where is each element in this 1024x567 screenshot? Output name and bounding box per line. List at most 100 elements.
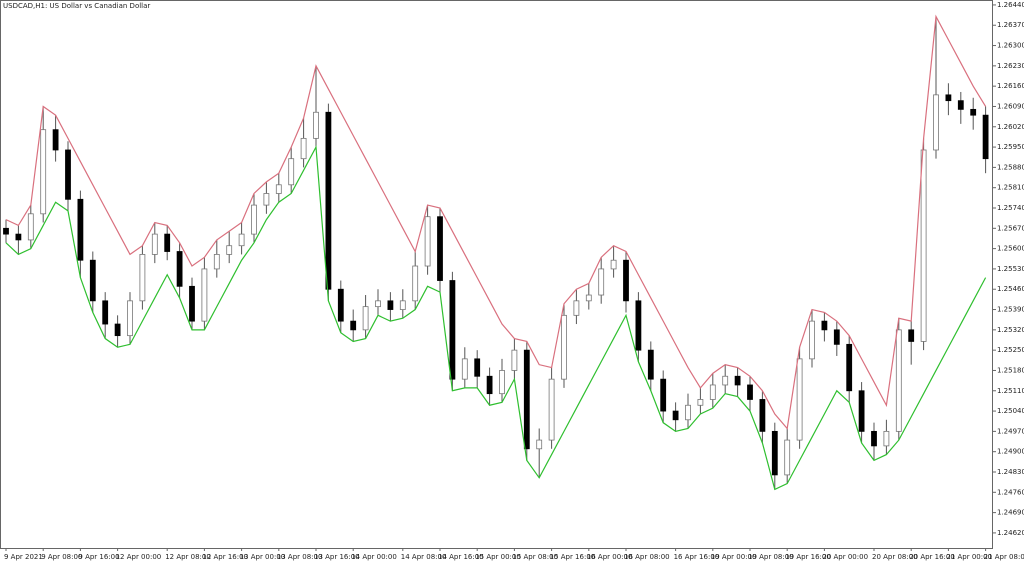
y-tick-label: 1.24760 (997, 488, 1024, 496)
x-tick-label: 19 Apr 00:00 (711, 553, 757, 561)
y-tick-label: 1.25950 (997, 143, 1024, 151)
indicator-line (5, 14, 987, 430)
candle-body (176, 251, 183, 287)
candle-body (263, 193, 270, 206)
x-tick-label: 16 Apr 00:00 (587, 553, 633, 561)
candle-body (623, 259, 629, 302)
y-tick-label: 1.26300 (997, 42, 1024, 50)
candle-body (561, 314, 567, 380)
x-tick-label: 13 Apr 16:00 (314, 553, 360, 561)
y-tick-label: 1.25460 (997, 285, 1024, 293)
candle-body (573, 300, 580, 316)
y-tick-label: 1.26090 (997, 102, 1024, 110)
x-tick-label: 12 Apr 08:00 (165, 553, 211, 561)
candle-body (747, 384, 753, 400)
x-tick-label: 12 Apr 00:00 (116, 553, 162, 561)
y-tick-label: 1.25600 (997, 245, 1024, 253)
candle-body (102, 300, 109, 325)
candle-body (957, 100, 964, 110)
x-tick-label: 9 Apr 2021 (4, 553, 43, 561)
y-tick-label: 1.24620 (997, 529, 1024, 537)
y-tick-label: 1.25180 (997, 366, 1024, 374)
candle-body (127, 300, 133, 337)
candle-body (362, 306, 369, 331)
y-tick-label: 1.25040 (997, 407, 1024, 415)
candle-body (474, 358, 481, 377)
candle-body (226, 245, 233, 255)
candle-body (895, 329, 902, 432)
candle-body (251, 204, 257, 235)
candle-body (536, 439, 543, 450)
x-tick-label: 19 Apr 08:00 (748, 553, 794, 561)
candle-body (933, 94, 939, 151)
candle-body (796, 358, 803, 441)
x-tick-label: 13 Apr 00:00 (240, 553, 286, 561)
candle-body (598, 268, 605, 296)
candle-body (709, 384, 716, 400)
candle-body (784, 439, 791, 476)
candle-body (238, 233, 245, 247)
y-tick-label: 1.26020 (997, 123, 1024, 131)
chart-title: USDCAD,H1: US Dollar vs Canadian Dollar (3, 2, 150, 10)
y-tick-label: 1.26160 (997, 82, 1024, 90)
candle-body (970, 108, 977, 116)
candle-body (461, 358, 468, 380)
x-tick-label: 20 Apr 16:00 (909, 553, 955, 561)
candle-body (486, 375, 493, 395)
candle-body (139, 254, 146, 302)
candle-body (647, 349, 654, 380)
candle-body (871, 430, 877, 447)
candle-body (3, 227, 9, 235)
x-tick-label: 15 Apr 16:00 (550, 553, 596, 561)
candle-body (821, 320, 828, 331)
candle-body (313, 111, 319, 139)
candle-body (201, 268, 208, 322)
candle-body (399, 300, 406, 310)
x-tick-label: 15 Apr 00:00 (475, 553, 521, 561)
x-tick-label: 20 Apr 08:00 (872, 553, 918, 561)
y-tick-label: 1.25880 (997, 163, 1024, 171)
x-tick-label: 9 Apr 16:00 (78, 553, 119, 561)
candle-body (77, 198, 84, 261)
x-tick-label: 12 Apr 16:00 (202, 553, 248, 561)
candle-body (40, 129, 47, 215)
y-tick-label: 1.24900 (997, 448, 1024, 456)
x-tick-label: 14 Apr 16:00 (438, 553, 484, 561)
x-tick-label: 21 Apr 08:00 (984, 553, 1024, 561)
candle-body (52, 129, 59, 151)
candle-body (114, 323, 121, 337)
candle-body (275, 184, 282, 194)
candle-body (375, 300, 381, 308)
candle-body (350, 320, 357, 331)
y-tick-label: 1.25740 (997, 204, 1024, 212)
indicator-line (5, 144, 987, 491)
candle-body (685, 404, 691, 421)
candle-body (213, 254, 220, 270)
candle-body (387, 300, 394, 310)
x-tick-label: 21 Apr 00:00 (946, 553, 992, 561)
y-tick-label: 1.26440 (997, 1, 1024, 9)
candle-body (697, 399, 704, 406)
candle-body (759, 399, 766, 432)
candle-body (908, 329, 915, 342)
y-tick-label: 1.24690 (997, 509, 1024, 517)
candle-body (15, 233, 22, 241)
candle-body (499, 370, 505, 395)
candle-body (734, 375, 741, 386)
x-tick-label: 16 Apr 08:00 (624, 553, 670, 561)
y-tick-label: 1.25670 (997, 224, 1024, 232)
candle-body (288, 158, 295, 186)
candle-body (300, 137, 307, 160)
candle-body (424, 216, 431, 267)
x-tick-label: 19 Apr 16:00 (785, 553, 831, 561)
candle-body (511, 349, 518, 371)
candle-body (945, 94, 952, 102)
candle-body (635, 300, 642, 351)
y-tick-label: 1.24970 (997, 427, 1024, 435)
candle-body (809, 320, 815, 360)
candle-body (722, 375, 729, 386)
candle-body (660, 378, 667, 412)
x-tick-label: 20 Apr 00:00 (822, 553, 868, 561)
y-tick-label: 1.25390 (997, 306, 1024, 314)
candle-body (771, 430, 778, 476)
